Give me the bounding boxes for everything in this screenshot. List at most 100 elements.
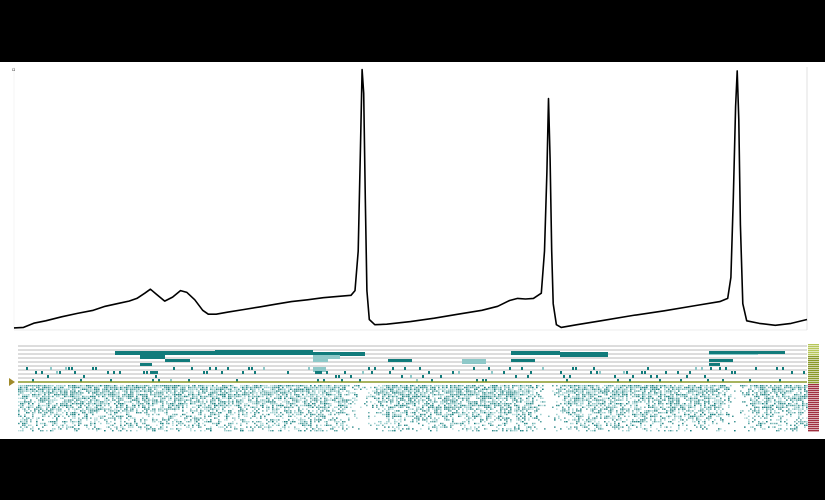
raster-cell [568, 408, 570, 410]
raster-cell [470, 408, 472, 410]
raster-cell [448, 392, 450, 394]
raster-cell [278, 399, 280, 401]
raster-cell [600, 410, 602, 412]
raster-cell [640, 419, 642, 421]
raster-cell [434, 397, 436, 399]
raster-cell [28, 417, 30, 419]
raster-cell [434, 385, 436, 387]
raster-cell [94, 386, 96, 389]
raster-cell [266, 410, 268, 412]
raster-cell [532, 392, 534, 394]
raster-cell [388, 419, 390, 421]
raster-cell [56, 419, 58, 421]
raster-cell [168, 415, 170, 417]
raster-cell [252, 415, 254, 417]
raster-cell [260, 401, 262, 403]
raster-cell [626, 386, 628, 389]
raster-cell [130, 386, 132, 389]
raster-cell [600, 413, 602, 416]
raster-cell [518, 417, 520, 419]
raster-cell [428, 394, 430, 396]
raster-cell [134, 421, 136, 423]
raster-cell [450, 395, 452, 398]
raster-cell [60, 385, 62, 387]
raster-cell [220, 388, 222, 390]
raster-cell [760, 403, 762, 405]
triangle-right-icon[interactable] [9, 378, 15, 386]
raster-cell [580, 401, 582, 403]
raster-cell [568, 406, 570, 408]
raster-cell [56, 412, 58, 414]
raster-cell [800, 394, 802, 396]
raster-cell [614, 404, 616, 407]
raster-cell [384, 399, 386, 401]
raster-cell [210, 392, 212, 394]
raster-cell [516, 385, 518, 387]
raster-cell [128, 412, 130, 414]
raster-cell [314, 419, 316, 421]
raster-cell [152, 401, 154, 403]
raster-cell [788, 395, 790, 398]
raster-cell [92, 385, 94, 387]
raster-cell [518, 385, 520, 387]
raster-cell [132, 385, 134, 387]
raster-cell [654, 394, 656, 396]
raster-cell [442, 403, 444, 405]
raster-cell [324, 399, 326, 401]
raster-cell [454, 390, 456, 392]
raster-cell [294, 397, 296, 399]
raster-spike-tick [191, 367, 193, 370]
raster-cell [596, 386, 598, 389]
raster-cell [156, 395, 158, 398]
raster-cell [724, 394, 726, 396]
raster-cell [554, 392, 556, 394]
raster-cell [396, 392, 398, 394]
raster-cell [214, 412, 216, 414]
raster-cell [20, 415, 22, 417]
raster-cell [766, 392, 768, 394]
raster-cell [758, 408, 760, 410]
raster-cell [138, 403, 140, 405]
raster-cell [434, 399, 436, 401]
raster-cell [654, 419, 656, 421]
raster-cell [200, 413, 202, 416]
raster-cell [314, 413, 316, 416]
raster-cell [194, 401, 196, 403]
raster-cell [654, 386, 656, 389]
raster-cell [24, 385, 26, 387]
raster-cell [662, 412, 664, 414]
raster-cell [32, 404, 34, 407]
raster-cell [444, 415, 446, 417]
raster-cell [648, 406, 650, 408]
raster-cell [590, 390, 592, 392]
raster-cell [450, 399, 452, 401]
raster-cell [464, 394, 466, 396]
raster-cell [300, 404, 302, 407]
raster-cell [752, 412, 754, 414]
raster-cell [464, 397, 466, 399]
raster-cell [688, 388, 690, 390]
raster-cell [170, 403, 172, 405]
raster-cell [364, 403, 366, 405]
raster-cell [652, 410, 654, 412]
raster-cell [796, 394, 798, 396]
raster-cell [650, 406, 652, 408]
raster-cell [404, 385, 406, 387]
raster-cell [148, 403, 150, 405]
raster-cell [92, 392, 94, 394]
raster-cell [122, 406, 124, 408]
raster-cell [332, 408, 334, 410]
raster-cell [790, 392, 792, 394]
raster-cell [660, 395, 662, 398]
raster-cell [394, 390, 396, 392]
raster-cell [380, 392, 382, 394]
raster-cell [20, 406, 22, 408]
raster-cell [132, 388, 134, 390]
raster-cell [524, 404, 526, 407]
raster-cell [244, 395, 246, 398]
raster-cell [190, 388, 192, 390]
raster-cell [48, 410, 50, 412]
raster-cell [218, 415, 220, 417]
raster-cell [114, 413, 116, 416]
raster-cell [450, 406, 452, 408]
